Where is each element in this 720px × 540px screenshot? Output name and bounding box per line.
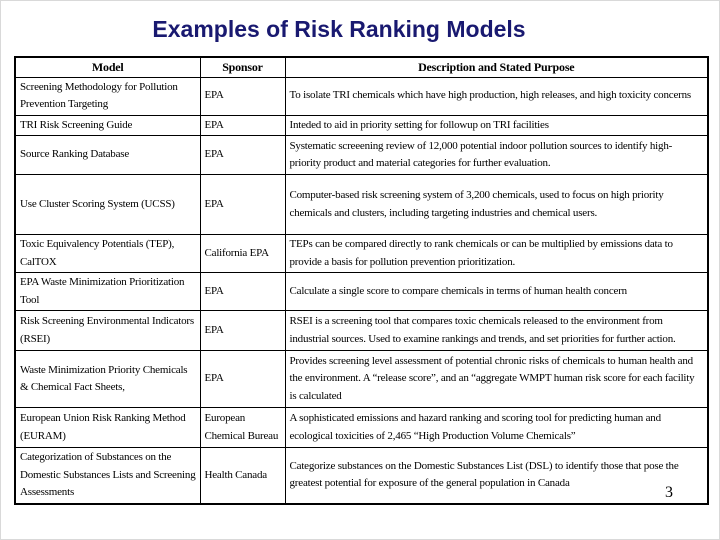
description-cell: RSEI is a screening tool that compares t… <box>284 310 709 351</box>
model-cell: Source Ranking Database <box>14 135 201 175</box>
description-cell: Computer-based risk screening system of … <box>284 174 709 235</box>
description-cell: Systematic screeening review of 12,000 p… <box>284 135 709 175</box>
page-number: 3 <box>663 484 675 502</box>
description-cell: TEPs can be compared directly to rank ch… <box>284 234 709 273</box>
description-cell: Calculate a single score to compare chem… <box>284 272 709 311</box>
table-row: Categorization of Substances on the Dome… <box>14 447 709 504</box>
description-cell: Inteded to aid in priority setting for f… <box>284 114 709 136</box>
table-row: Toxic Equivalency Potentials (TEP), CalT… <box>14 234 709 273</box>
description-cell: To isolate TRI chemicals which have high… <box>284 76 709 116</box>
description-cell: A sophisticated emissions and hazard ran… <box>284 407 709 448</box>
model-cell: European Union Risk Ranking Method (EURA… <box>14 407 201 448</box>
model-cell: Risk Screening Environmental Indicators … <box>14 310 201 351</box>
column-header-description: Description and Stated Purpose <box>284 56 709 78</box>
table-row: Source Ranking Database EPA Systematic s… <box>14 135 709 175</box>
table-row: Screening Methodology for Pollution Prev… <box>14 76 709 116</box>
table-row: EPA Waste Minimization Prioritization To… <box>14 272 709 311</box>
sponsor-cell: EPA <box>199 114 286 136</box>
sponsor-cell: EPA <box>199 310 286 351</box>
column-header-sponsor: Sponsor <box>199 56 286 78</box>
sponsor-cell: European Chemical Bureau <box>199 407 286 448</box>
sponsor-cell: EPA <box>199 135 286 175</box>
model-cell: Screening Methodology for Pollution Prev… <box>14 76 201 116</box>
table-row: Use Cluster Scoring System (UCSS) EPA Co… <box>14 174 709 235</box>
table-header-row: Model Sponsor Description and Stated Pur… <box>14 56 709 78</box>
risk-models-table: Model Sponsor Description and Stated Pur… <box>14 56 709 505</box>
model-cell: TRI Risk Screening Guide <box>14 114 201 136</box>
sponsor-cell: Health Canada <box>199 447 286 504</box>
model-cell: EPA Waste Minimization Prioritization To… <box>14 272 201 311</box>
model-cell: Toxic Equivalency Potentials (TEP), CalT… <box>14 234 201 273</box>
page-title: Examples of Risk Ranking Models <box>152 16 526 42</box>
model-cell: Use Cluster Scoring System (UCSS) <box>14 174 201 235</box>
model-cell: Waste Minimization Priority Chemicals & … <box>14 350 201 408</box>
description-cell: Provides screening level assessment of p… <box>284 350 709 408</box>
model-cell: Categorization of Substances on the Dome… <box>14 447 201 504</box>
table-row: European Union Risk Ranking Method (EURA… <box>14 407 709 448</box>
description-cell: Categorize substances on the Domestic Su… <box>284 447 709 504</box>
sponsor-cell: EPA <box>199 350 286 408</box>
table-row: Waste Minimization Priority Chemicals & … <box>14 350 709 408</box>
sponsor-cell: EPA <box>199 174 286 235</box>
sponsor-cell: EPA <box>199 272 286 311</box>
table-row: TRI Risk Screening Guide EPA Inteded to … <box>14 114 709 136</box>
table-row: Risk Screening Environmental Indicators … <box>14 310 709 351</box>
sponsor-cell: California EPA <box>199 234 286 273</box>
column-header-model: Model <box>14 56 201 78</box>
sponsor-cell: EPA <box>199 76 286 116</box>
